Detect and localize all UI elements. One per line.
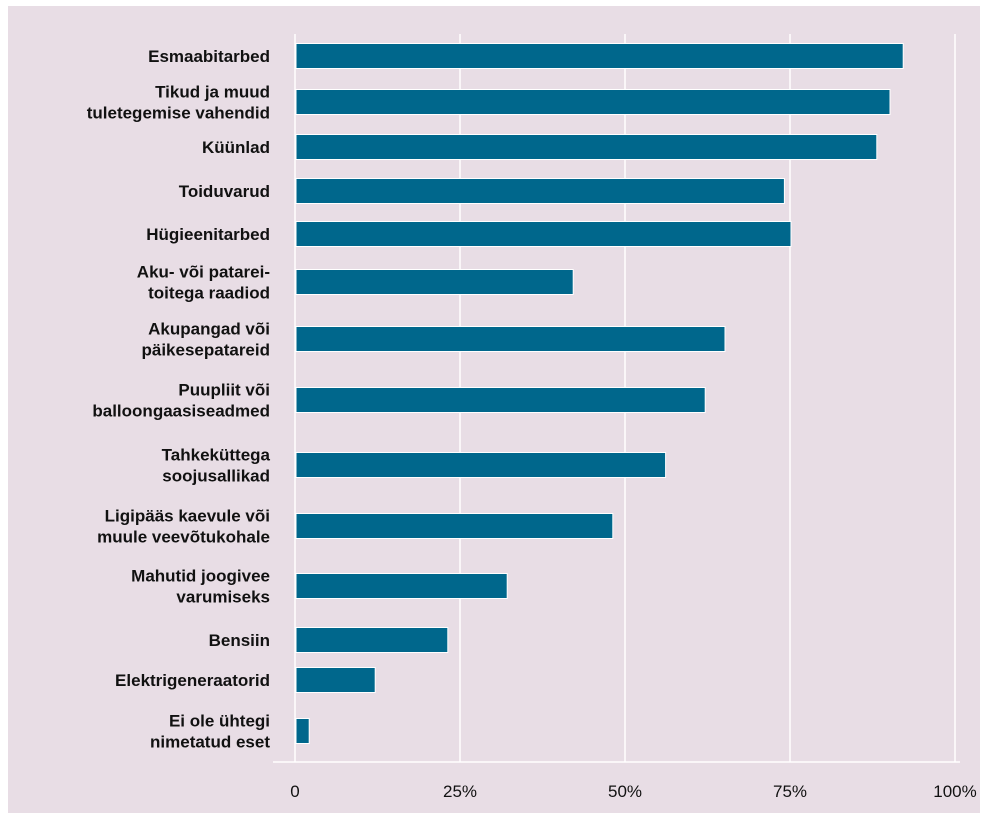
category-label-10-0: Mahutid joogivee — [131, 567, 270, 586]
category-label-13-0: Ei ole ühtegi — [169, 712, 270, 731]
bar-2 — [295, 134, 878, 160]
category-label-9-0: Ligipääs kaevule või — [105, 507, 270, 526]
category-label-12-0: Elektrigeneraatorid — [115, 671, 270, 690]
category-label-2-0: Küünlad — [202, 138, 270, 157]
category-label-5-0: Aku- või patarei- — [137, 263, 270, 282]
bar-3 — [295, 178, 785, 204]
bar-9 — [295, 513, 614, 539]
x-tick-label-1: 25% — [443, 782, 477, 801]
x-tick-label-3: 75% — [773, 782, 807, 801]
category-label-13-1: nimetatud eset — [150, 733, 270, 752]
category-label-1-1: tuletegemise vahendid — [87, 104, 270, 123]
bar-0 — [295, 43, 904, 69]
category-label-8-1: soojusallikad — [162, 467, 270, 486]
bar-8 — [295, 452, 667, 478]
bar-chart: Esmaabitarbed Tikud ja muud tuletegemise v… — [87, 34, 977, 801]
bar-5 — [295, 269, 574, 295]
category-label-9-1: muule veevõtukohale — [97, 528, 270, 547]
bar-13 — [295, 718, 310, 744]
category-label-7-0: Puupliit või — [178, 381, 270, 400]
category-label-10-1: varumiseks — [176, 588, 270, 607]
category-label-0-0: Esmaabitarbed — [148, 47, 270, 66]
category-label-3-0: Toiduvarud — [179, 182, 270, 201]
bar-7 — [295, 387, 706, 413]
category-label-6-0: Akupangad või — [148, 320, 270, 339]
bar-6 — [295, 326, 726, 352]
category-label-11-0: Bensiin — [209, 631, 270, 650]
bar-12 — [295, 667, 376, 693]
bar-4 — [295, 221, 792, 247]
x-tick-label-2: 50% — [608, 782, 642, 801]
category-label-1-0: Tikud ja muud — [155, 83, 270, 102]
chart-panel: Esmaabitarbed Tikud ja muud tuletegemise v… — [8, 6, 980, 813]
category-label-5-1: toitega raadiod — [148, 284, 270, 303]
x-tick-label-4: 100% — [933, 782, 976, 801]
category-label-7-1: balloongaasiseadmed — [92, 402, 270, 421]
category-label-6-1: päikesepatareid — [141, 341, 270, 360]
bar-11 — [295, 627, 449, 653]
x-tick-label-0: 0 — [290, 782, 299, 801]
bar-1 — [295, 89, 891, 115]
category-label-4-0: Hügieenitarbed — [146, 225, 270, 244]
bar-10 — [295, 573, 508, 599]
category-label-8-0: Tahkeküttega — [162, 446, 271, 465]
